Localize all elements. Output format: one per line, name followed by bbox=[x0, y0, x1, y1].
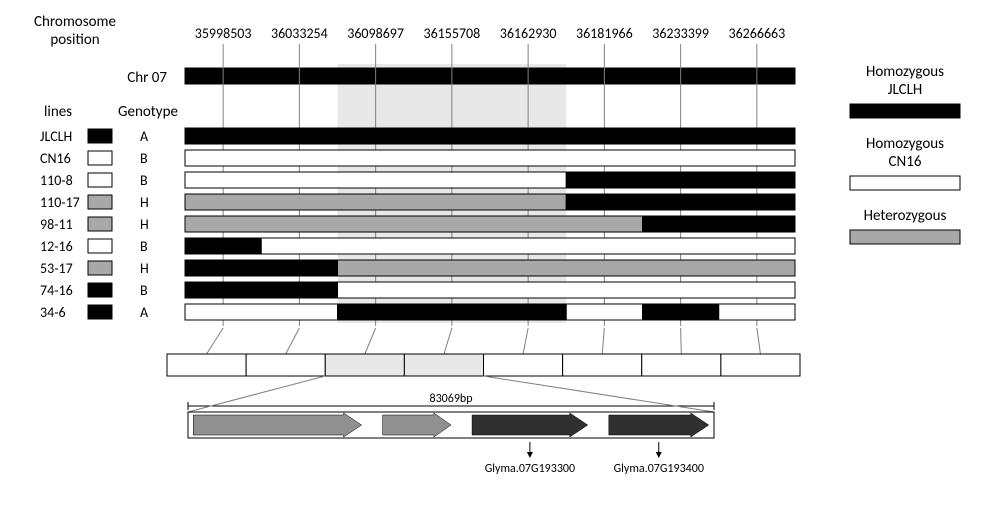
genotype-segment bbox=[185, 172, 566, 188]
connector-line bbox=[681, 328, 682, 354]
genotype-segment bbox=[338, 304, 567, 320]
legend-label: JLCLH bbox=[888, 81, 923, 99]
line-name: 110-8 bbox=[40, 172, 73, 189]
condensed-box bbox=[404, 354, 483, 376]
line-swatch bbox=[88, 239, 112, 253]
connector-line bbox=[286, 328, 300, 354]
lines-header: lines bbox=[44, 103, 72, 121]
condensed-box bbox=[642, 354, 721, 376]
genotype-segment bbox=[185, 216, 643, 232]
genotype-segment bbox=[643, 216, 796, 232]
position-label: 36181966 bbox=[576, 25, 633, 42]
genotype-segment bbox=[719, 304, 795, 320]
position-label: 36098697 bbox=[347, 25, 404, 42]
legend-label: CN16 bbox=[889, 153, 922, 171]
genotype-segment bbox=[185, 238, 261, 254]
connector-line bbox=[523, 328, 528, 354]
genotype-letter: H bbox=[140, 216, 149, 233]
genotype-segment bbox=[261, 238, 795, 254]
gene-arrow bbox=[609, 413, 709, 437]
legend-swatch bbox=[850, 176, 960, 190]
legend-label: Homozygous bbox=[866, 135, 944, 153]
connector-line bbox=[207, 328, 224, 354]
genotype-letter: B bbox=[140, 150, 148, 167]
diagram: Chromosomeposition 35998503 36033254 360986… bbox=[0, 0, 1000, 524]
bp-label: 83069bp bbox=[429, 392, 472, 406]
line-swatch bbox=[88, 217, 112, 231]
genotype-letter: B bbox=[140, 172, 148, 189]
genotype-segment bbox=[566, 172, 795, 188]
chr-label: Chr 07 bbox=[127, 69, 167, 87]
zoom-connector bbox=[484, 376, 715, 412]
condensed-box bbox=[167, 354, 246, 376]
line-name: 74-16 bbox=[40, 282, 73, 299]
line-swatch bbox=[88, 305, 112, 319]
position-label: 36162930 bbox=[500, 25, 557, 42]
genotype-letter: A bbox=[140, 128, 149, 145]
line-swatch bbox=[88, 195, 112, 209]
gene-label: Glyma.07G193300 bbox=[485, 462, 575, 476]
connector-line bbox=[602, 328, 604, 354]
position-label: 36155708 bbox=[423, 25, 480, 42]
genotype-segment bbox=[185, 260, 338, 276]
condensed-box bbox=[246, 354, 325, 376]
connector-line bbox=[444, 328, 452, 354]
position-label: 36033254 bbox=[271, 25, 328, 42]
genotype-segment bbox=[185, 282, 338, 298]
position-label: 35998503 bbox=[195, 25, 252, 42]
genotype-segment bbox=[566, 304, 642, 320]
genotype-segment bbox=[185, 128, 795, 144]
condensed-box bbox=[721, 354, 800, 376]
line-name: 110-17 bbox=[40, 194, 80, 211]
position-label: 36266663 bbox=[728, 25, 785, 42]
line-swatch bbox=[88, 261, 112, 275]
line-swatch bbox=[88, 283, 112, 297]
header-chrom-position-l2: position bbox=[50, 31, 99, 49]
line-name: CN16 bbox=[40, 150, 71, 167]
gene-arrow bbox=[193, 413, 361, 437]
line-name: JLCLH bbox=[40, 128, 72, 145]
legend-label: Heterozygous bbox=[864, 207, 947, 225]
line-name: 53-17 bbox=[40, 260, 73, 277]
genotype-segment bbox=[338, 260, 796, 276]
header-chrom-position-l1: Chromosome bbox=[34, 13, 116, 31]
connector-line bbox=[365, 328, 376, 354]
legend-label: Homozygous bbox=[866, 63, 944, 81]
genotype-letter: H bbox=[140, 194, 149, 211]
genotype-header: Genotype bbox=[118, 103, 178, 121]
genotype-segment bbox=[185, 304, 338, 320]
genotype-segment bbox=[643, 304, 719, 320]
genotype-segment bbox=[338, 282, 796, 298]
gene-label: Glyma.07G193400 bbox=[614, 462, 704, 476]
genotype-letter: B bbox=[140, 238, 148, 255]
position-label: 36233399 bbox=[652, 25, 709, 42]
condensed-box bbox=[325, 354, 404, 376]
legend-swatch bbox=[850, 230, 960, 244]
chr-bar bbox=[185, 68, 795, 84]
connector-line bbox=[757, 328, 761, 354]
zoom-connector bbox=[188, 376, 325, 412]
line-swatch bbox=[88, 173, 112, 187]
gene-arrow bbox=[472, 413, 588, 437]
legend-swatch bbox=[850, 104, 960, 118]
genotype-letter: A bbox=[140, 304, 149, 321]
line-name: 98-11 bbox=[40, 216, 73, 233]
condensed-box bbox=[563, 354, 642, 376]
genotype-segment bbox=[185, 194, 566, 210]
line-swatch bbox=[88, 129, 112, 143]
condensed-box bbox=[484, 354, 563, 376]
genotype-letter: H bbox=[140, 260, 149, 277]
genotype-segment bbox=[566, 194, 795, 210]
line-swatch bbox=[88, 151, 112, 165]
line-name: 34-6 bbox=[40, 304, 66, 321]
line-name: 12-16 bbox=[40, 238, 73, 255]
genotype-segment bbox=[185, 150, 795, 166]
genotype-letter: B bbox=[140, 282, 148, 299]
